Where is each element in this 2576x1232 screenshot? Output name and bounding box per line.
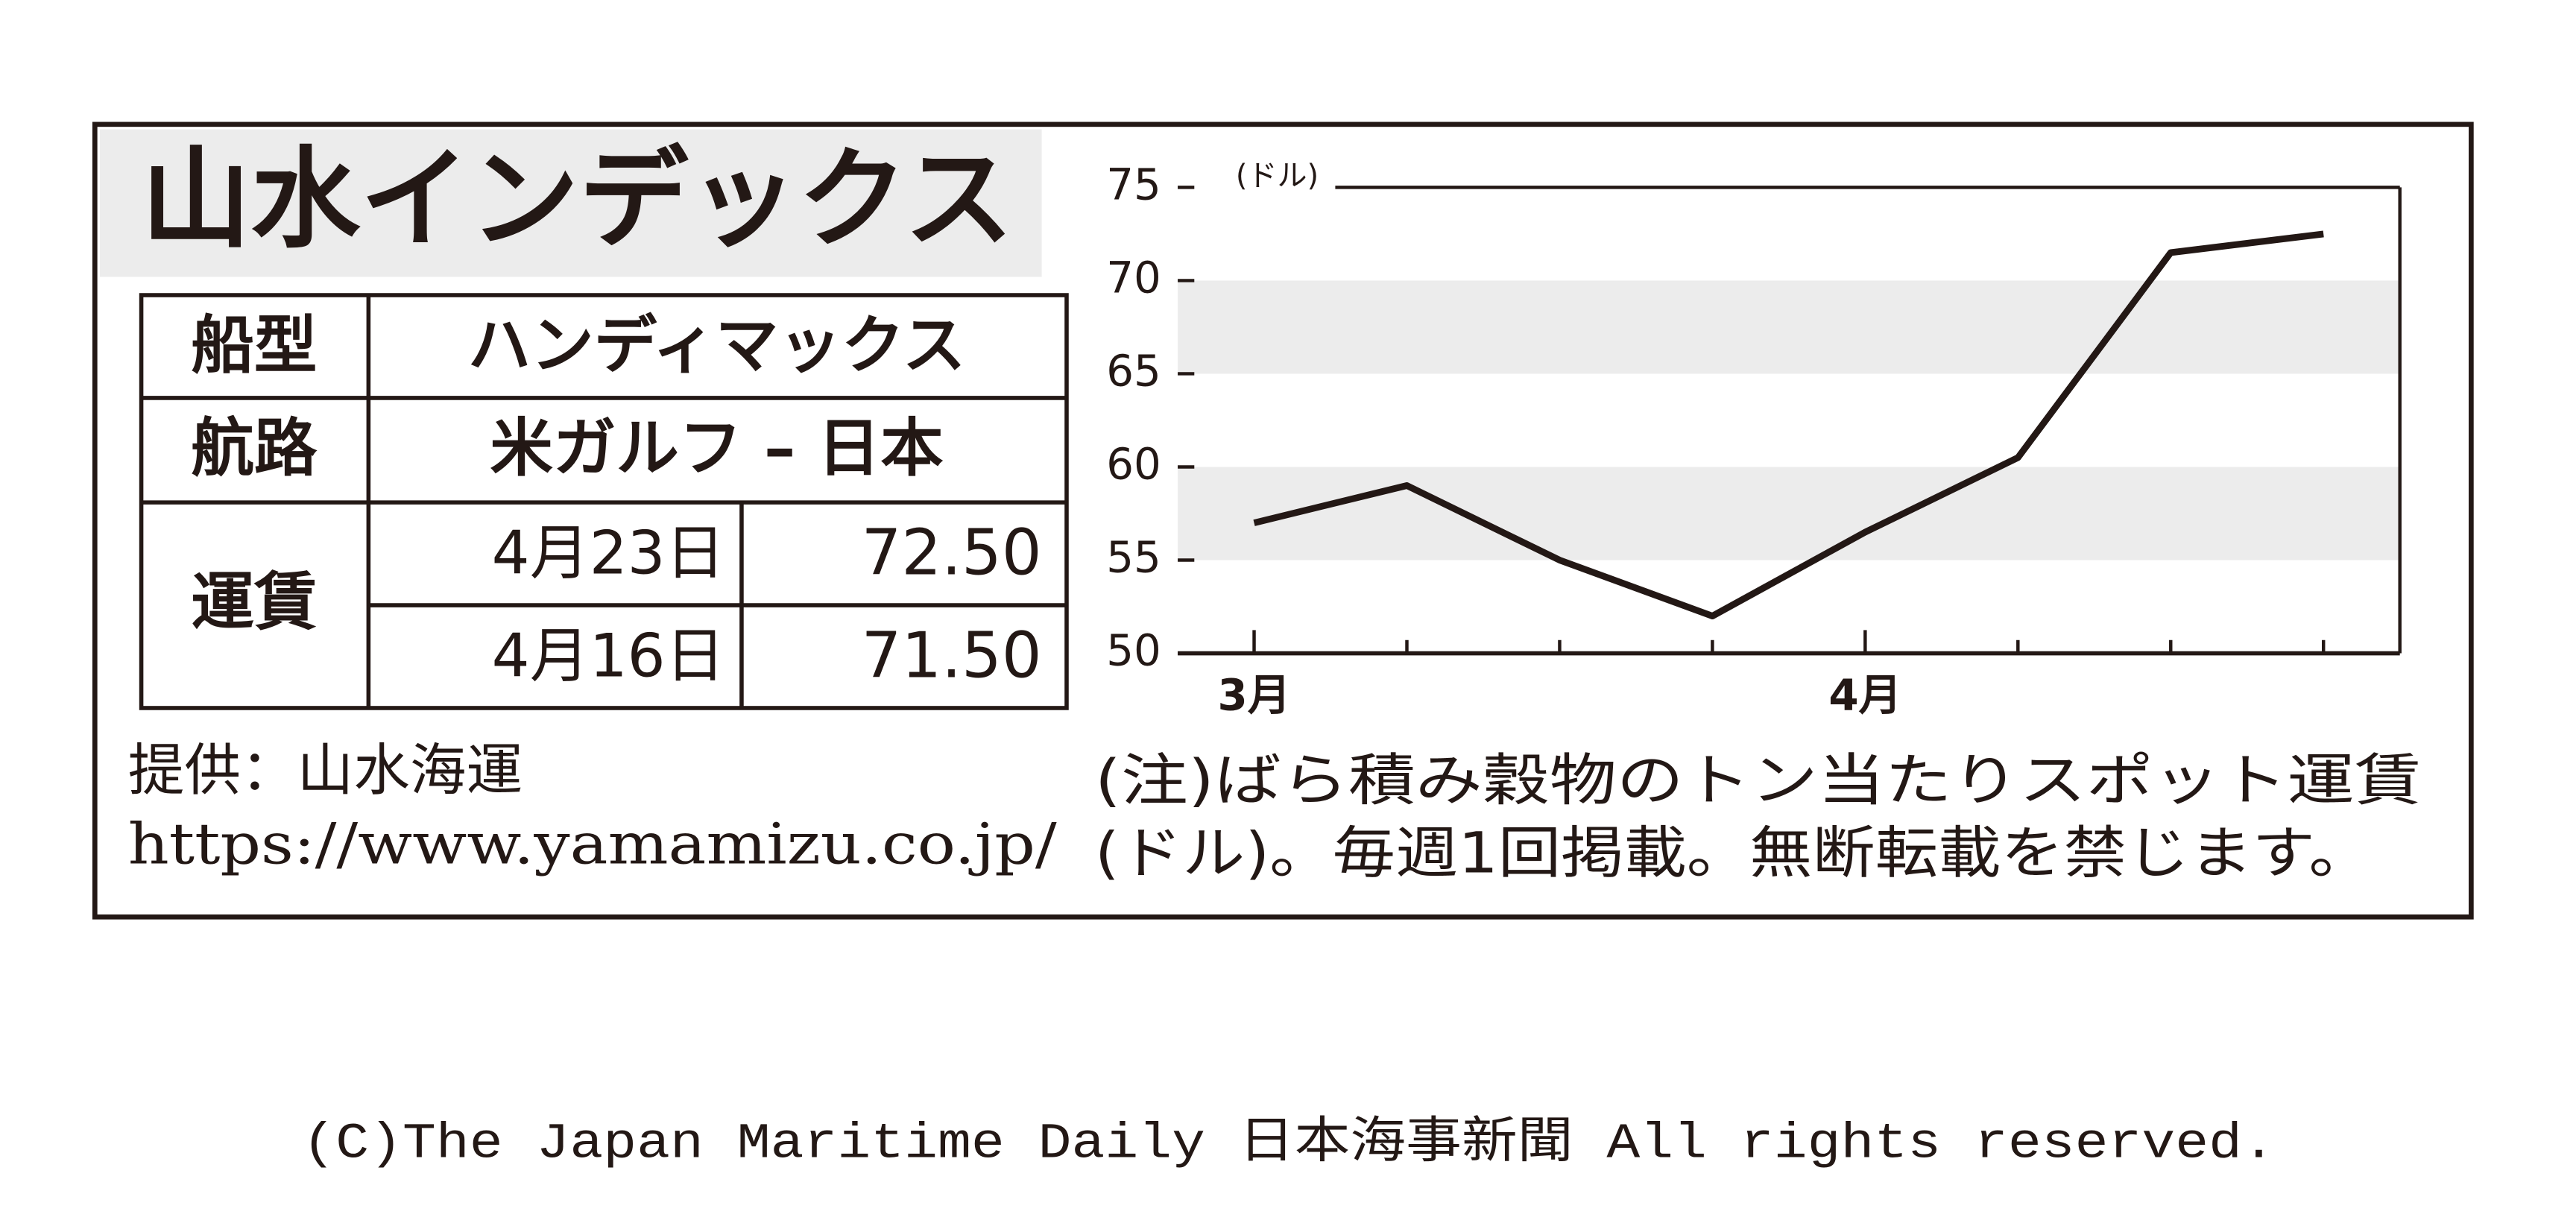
- y-tick-label: 65: [1106, 346, 1161, 397]
- table-cell: 船型: [191, 309, 317, 382]
- table-cell: 4月16日: [492, 621, 725, 690]
- title: 山水インデックス: [142, 136, 1014, 263]
- frame: [92, 121, 2474, 920]
- table-cell: 米ガルフ – 日本: [490, 411, 943, 484]
- y-tick-label: 50: [1106, 625, 1161, 676]
- table-cell: 運賃: [191, 566, 317, 639]
- y-tick-label: 75: [1106, 159, 1161, 210]
- title-background: [99, 129, 1042, 277]
- table-cell: 航路: [191, 411, 318, 484]
- table-cell: 4月23日: [492, 518, 725, 587]
- y-tick-label: 55: [1106, 532, 1161, 583]
- y-tick-label: 70: [1106, 253, 1161, 303]
- table-cell: 71.50: [862, 619, 1042, 692]
- copyright: (C)The Japan Maritime Daily 日本海事新聞 All r…: [302, 1115, 2275, 1173]
- table-cell: ハンディマックス: [468, 309, 966, 382]
- note: (ドル)。毎週1回掲載。無断転載を禁じます。: [1095, 821, 2372, 886]
- grid-band: [1178, 280, 2400, 374]
- note: (注)ばら積み穀物のトン当たりスポット運賃: [1095, 748, 2422, 813]
- x-tick-label: 4月: [1828, 670, 1901, 721]
- x-tick-label: 3月: [1217, 670, 1290, 721]
- source: 提供：山水海運: [128, 737, 523, 803]
- source-url: https://www.yamamizu.co.jp/: [128, 812, 1057, 877]
- table-cell: 72.50: [862, 516, 1042, 589]
- y-tick-label: 60: [1106, 439, 1161, 490]
- table-grid: [139, 293, 1069, 710]
- plot: 50 55 60 65 70 75 (ドル) 3月 4月: [1106, 159, 2402, 721]
- line: [1253, 230, 2324, 619]
- grid-band: [1178, 467, 2400, 560]
- y-unit: (ドル): [1236, 159, 1319, 193]
